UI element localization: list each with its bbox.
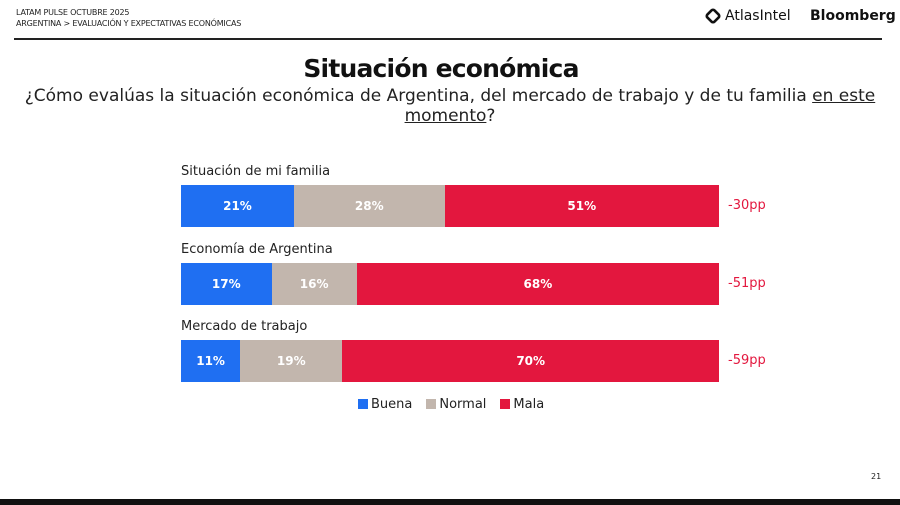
legend-item: Buena: [358, 397, 412, 412]
legend: Buena Normal Mala: [358, 397, 544, 412]
bar-segment-buena: 17%: [181, 263, 272, 305]
chart-title: Situación económica: [303, 54, 579, 83]
report-title: LATAM PULSE OCTUBRE 2025: [16, 8, 130, 17]
bar-segment-normal: 16%: [271, 263, 357, 305]
legend-label: Buena: [371, 397, 413, 412]
net-label: -30pp: [728, 198, 766, 213]
page-number: 21: [871, 472, 882, 481]
bar-segment-normal: 19%: [240, 340, 343, 382]
legend-label: Mala: [513, 397, 545, 412]
bar-segment-mala: 51%: [444, 185, 719, 227]
subtitle-emphasis: en este momento: [404, 86, 876, 126]
chart-subtitle: ¿Cómo evalúas la situación económica de …: [0, 86, 900, 126]
legend-swatch: [500, 399, 511, 409]
subtitle-text: ¿Cómo evalúas la situación económica de …: [24, 86, 813, 106]
atlasintel-text: AtlasIntel: [725, 8, 791, 24]
legend-item: Mala: [500, 397, 544, 412]
bar-segment-buena: 21%: [181, 185, 294, 227]
net-label: -59pp: [728, 353, 766, 368]
bar-segment-mala: 68%: [356, 263, 719, 305]
atlasintel-icon: [705, 8, 721, 24]
bar-row: 21% 28% 51%: [181, 185, 719, 227]
legend-swatch: [426, 399, 437, 409]
category-label: Economía de Argentina: [181, 242, 333, 257]
bar-row: 17% 16% 68%: [181, 263, 719, 305]
bar-segment-mala: 70%: [342, 340, 719, 382]
net-label: -51pp: [728, 276, 766, 291]
category-label: Mercado de trabajo: [181, 319, 308, 334]
bloomberg-logo: Bloomberg: [810, 8, 896, 24]
subtitle-end: ?: [486, 106, 496, 126]
legend-item: Normal: [426, 397, 486, 412]
bar-segment-buena: 11%: [181, 340, 241, 382]
legend-label: Normal: [439, 397, 487, 412]
header-divider: [14, 38, 882, 40]
bar-segment-normal: 28%: [293, 185, 445, 227]
atlasintel-logo: AtlasIntel: [705, 8, 791, 24]
bar-row: 11% 19% 70%: [181, 340, 719, 382]
breadcrumb: ARGENTINA > EVALUACIÓN Y EXPECTATIVAS EC…: [16, 19, 242, 28]
bottom-bar: [0, 499, 900, 505]
legend-swatch: [358, 399, 368, 409]
category-label: Situación de mi familia: [181, 164, 331, 179]
